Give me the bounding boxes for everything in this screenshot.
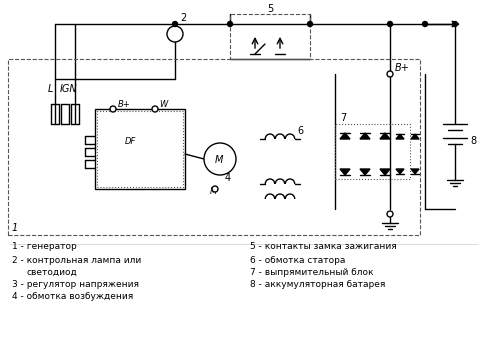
Text: светодиод: светодиод <box>26 268 77 277</box>
Circle shape <box>167 26 183 42</box>
Polygon shape <box>396 134 404 139</box>
Text: M: M <box>210 187 217 196</box>
Text: L: L <box>48 84 53 94</box>
Polygon shape <box>396 169 404 174</box>
Text: 8: 8 <box>470 136 476 146</box>
Text: DF: DF <box>125 137 136 146</box>
Text: 7 - выпрямительный блок: 7 - выпрямительный блок <box>250 268 373 277</box>
Circle shape <box>388 21 392 27</box>
Polygon shape <box>380 133 390 139</box>
Text: 1: 1 <box>12 223 18 233</box>
Polygon shape <box>360 133 370 139</box>
Circle shape <box>387 71 393 77</box>
Bar <box>97 111 183 187</box>
Text: 1 - генератор: 1 - генератор <box>12 242 77 251</box>
Polygon shape <box>411 134 419 139</box>
Polygon shape <box>340 169 350 175</box>
Text: 3 - регулятор напряжения: 3 - регулятор напряжения <box>12 280 139 289</box>
Circle shape <box>204 143 236 175</box>
Circle shape <box>212 186 218 192</box>
Bar <box>335 124 410 179</box>
Bar <box>95 109 185 189</box>
Bar <box>230 14 310 59</box>
Polygon shape <box>360 169 370 175</box>
Text: 8 - аккумуляторная батарея: 8 - аккумуляторная батарея <box>250 280 385 289</box>
Text: 6: 6 <box>297 126 303 136</box>
Text: IGN: IGN <box>60 84 77 94</box>
Polygon shape <box>380 169 390 175</box>
Circle shape <box>172 21 177 27</box>
Circle shape <box>452 21 458 27</box>
Text: 6 - обмотка статора: 6 - обмотка статора <box>250 256 345 265</box>
Text: 4 - обмотка возбуждения: 4 - обмотка возбуждения <box>12 292 133 301</box>
Circle shape <box>308 21 313 27</box>
Text: W: W <box>159 100 167 109</box>
Text: 2 - контрольная лампа или: 2 - контрольная лампа или <box>12 256 141 265</box>
Text: 2: 2 <box>180 13 186 23</box>
Bar <box>8 59 420 235</box>
Text: 5: 5 <box>267 4 273 14</box>
Circle shape <box>152 106 158 112</box>
Text: 7: 7 <box>340 113 346 123</box>
Polygon shape <box>340 133 350 139</box>
Text: B+: B+ <box>118 100 131 109</box>
Text: 4: 4 <box>225 173 231 183</box>
Polygon shape <box>411 169 419 174</box>
Circle shape <box>387 211 393 217</box>
Text: B+: B+ <box>395 63 410 73</box>
Text: M: M <box>215 155 223 165</box>
Circle shape <box>227 21 232 27</box>
Circle shape <box>110 106 116 112</box>
Circle shape <box>422 21 427 27</box>
Text: 5 - контакты замка зажигания: 5 - контакты замка зажигания <box>250 242 397 251</box>
